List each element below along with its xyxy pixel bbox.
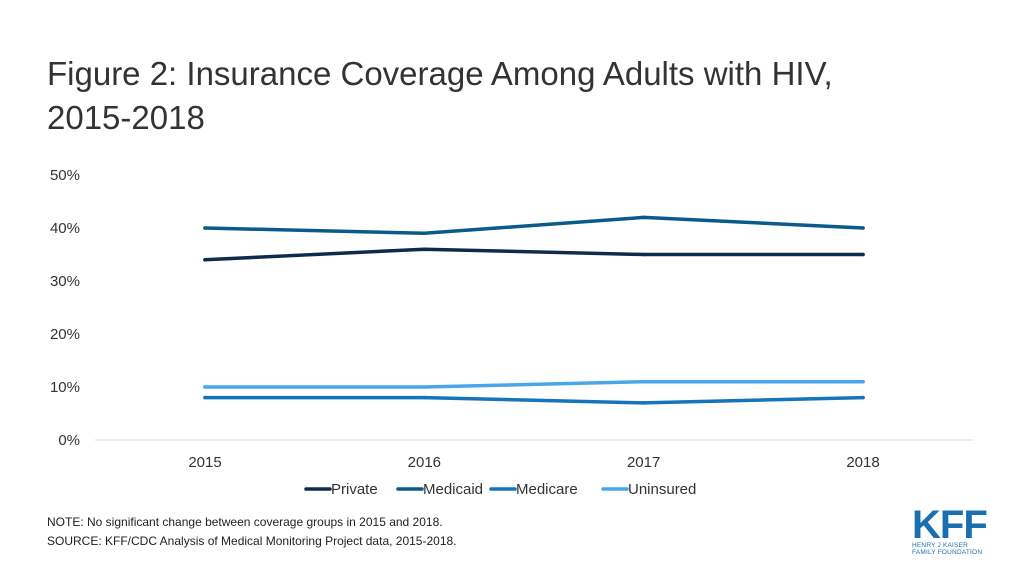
data-point-private [422, 247, 427, 251]
data-point-medicaid [641, 215, 646, 220]
series-lines [203, 215, 865, 405]
logo-line-1: HENRY J KAISER [912, 542, 969, 549]
data-point-uninsured [641, 379, 646, 384]
chart-title: Figure 2: Insurance Coverage Among Adult… [47, 52, 947, 140]
chart-note: NOTE: No significant change between cove… [47, 515, 443, 529]
y-tick-label: 10% [50, 379, 80, 396]
logo-line-2: FAMILY FOUNDATION [912, 549, 983, 556]
kff-logo: KFF HENRY J KAISER FAMILY FOUNDATION [912, 503, 992, 560]
legend-label-medicaid: Medicaid [423, 481, 483, 498]
y-tick-label: 30% [50, 273, 80, 290]
data-point-medicaid [861, 226, 865, 230]
x-tick-label: 2017 [627, 454, 660, 471]
legend: Private Medicaid Medicare Uninsured [304, 481, 696, 498]
data-point-medicaid [422, 231, 427, 236]
data-point-uninsured [422, 385, 427, 389]
data-point-uninsured [861, 379, 865, 384]
y-tick-label: 40% [50, 220, 80, 237]
series-line-private [203, 247, 865, 262]
logo-mark: KFF [912, 503, 988, 547]
series-line-medicare [203, 395, 865, 405]
data-point-private [641, 252, 646, 257]
data-point-medicaid [203, 226, 207, 230]
legend-label-medicare: Medicare [516, 481, 578, 498]
x-tick-label: 2016 [408, 454, 441, 471]
series-line-uninsured [203, 379, 865, 389]
data-point-private [203, 258, 207, 262]
data-point-medicare [422, 395, 427, 400]
legend-label-private: Private [331, 481, 378, 498]
x-axis: 2015 2016 2017 2018 [95, 439, 973, 471]
legend-label-uninsured: Uninsured [628, 481, 696, 498]
y-tick-label: 50% [50, 167, 80, 184]
data-point-private [861, 252, 865, 257]
y-tick-label: 0% [58, 432, 80, 449]
data-point-medicare [861, 395, 865, 400]
y-axis: 0% 10% 20% 30% 40% 50% [50, 167, 80, 449]
data-point-uninsured [203, 385, 207, 389]
chart-title-line-1: Figure 2: Insurance Coverage Among Adult… [47, 55, 833, 92]
y-tick-label: 20% [50, 326, 80, 343]
chart-title-line-2: 2015-2018 [47, 99, 205, 136]
x-tick-label: 2015 [188, 454, 221, 471]
data-point-medicare [203, 395, 207, 400]
x-tick-label: 2018 [846, 454, 879, 471]
data-point-medicare [641, 401, 646, 405]
series-line-medicaid [203, 215, 865, 236]
chart-source: SOURCE: KFF/CDC Analysis of Medical Moni… [47, 534, 457, 548]
